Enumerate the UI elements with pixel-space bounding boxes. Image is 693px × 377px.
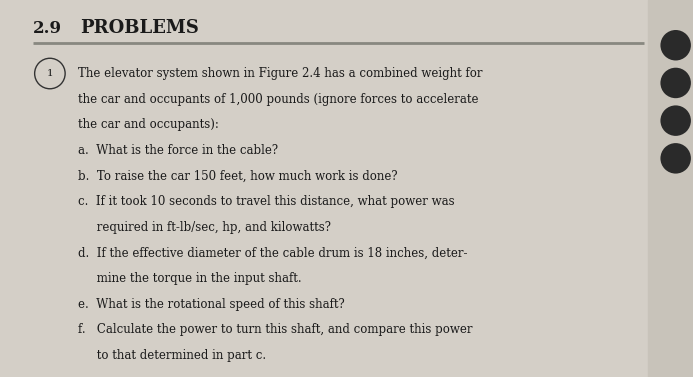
Text: mine the torque in the input shaft.: mine the torque in the input shaft. [78, 272, 301, 285]
Bar [648, 0, 693, 377]
Ellipse shape [660, 106, 691, 136]
Text: 2.9: 2.9 [33, 20, 62, 37]
Text: f.   Calculate the power to turn this shaft, and compare this power: f. Calculate the power to turn this shaf… [78, 323, 472, 336]
Text: d.  If the effective diameter of the cable drum is 18 inches, deter-: d. If the effective diameter of the cabl… [78, 247, 467, 259]
Text: the car and occupants of 1,000 pounds (ignore forces to accelerate: the car and occupants of 1,000 pounds (i… [78, 93, 478, 106]
Ellipse shape [660, 143, 691, 173]
Text: The elevator system shown in Figure 2.4 has a combined weight for: The elevator system shown in Figure 2.4 … [78, 67, 482, 80]
Ellipse shape [660, 68, 691, 98]
Text: required in ft-lb/sec, hp, and kilowatts?: required in ft-lb/sec, hp, and kilowatts… [78, 221, 331, 234]
Text: the car and occupants):: the car and occupants): [78, 118, 218, 131]
Text: to that determined in part c.: to that determined in part c. [78, 349, 265, 362]
Text: e.  What is the rotational speed of this shaft?: e. What is the rotational speed of this … [78, 298, 344, 311]
Text: PROBLEMS: PROBLEMS [80, 19, 199, 37]
Text: a.  What is the force in the cable?: a. What is the force in the cable? [78, 144, 278, 157]
Ellipse shape [660, 30, 691, 60]
Text: 1: 1 [46, 69, 53, 78]
Text: c.  If it took 10 seconds to travel this distance, what power was: c. If it took 10 seconds to travel this … [78, 195, 454, 208]
Text: b.  To raise the car 150 feet, how much work is done?: b. To raise the car 150 feet, how much w… [78, 170, 397, 182]
